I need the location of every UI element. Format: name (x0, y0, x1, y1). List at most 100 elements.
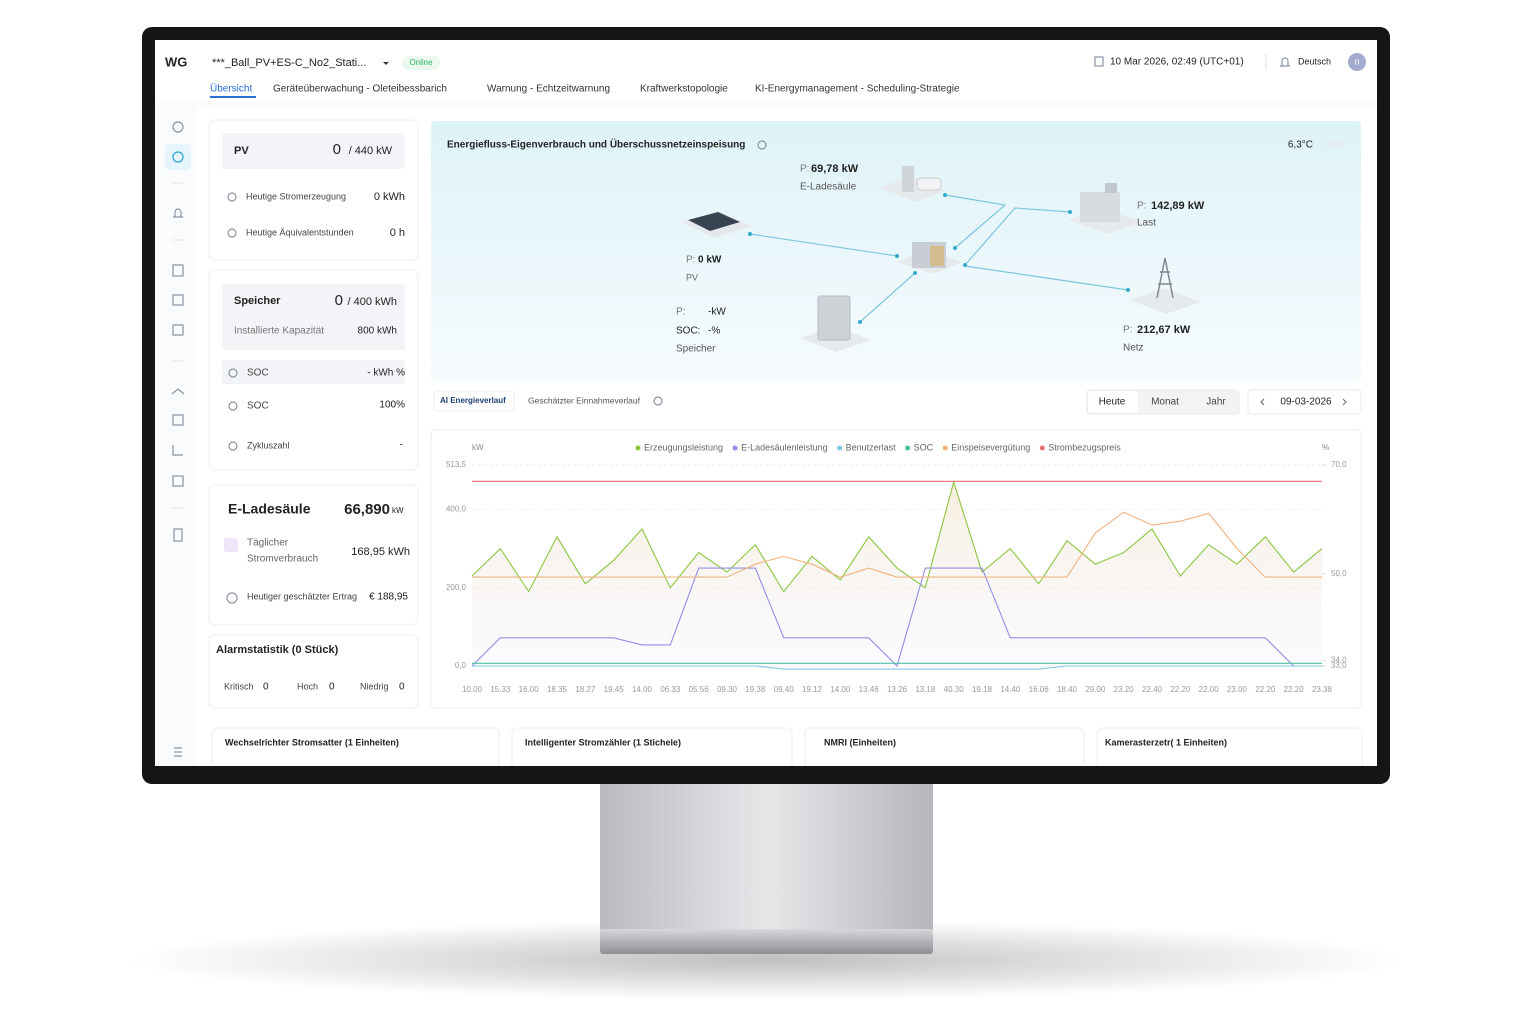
date-arrows[interactable] (1260, 398, 1347, 406)
revenue-label: Heutiger geschätzter Ertrag (247, 591, 357, 601)
x-tick-label: 29.00 (1085, 685, 1106, 694)
y-tick-label: 400,0 (446, 505, 467, 514)
sidebar-active (165, 144, 191, 170)
x-tick-label: 23.00 (1227, 685, 1248, 694)
chart-tab-active[interactable] (433, 390, 515, 412)
chart-tab[interactable]: Geschätzter Einnahmeverlauf (528, 395, 641, 405)
node-prefix: P: (686, 255, 695, 266)
pv-row-label: Heutige Äquivalentstunden (246, 227, 354, 237)
node-power: 69,78 kW (811, 163, 859, 175)
row-icon (228, 401, 238, 411)
row-icon (227, 192, 237, 202)
row-icon (226, 592, 238, 604)
storage-row-value: - (400, 440, 403, 451)
node-power: -kW (708, 307, 726, 318)
device-card[interactable] (804, 727, 1085, 788)
tab[interactable]: Geräteüberwachung - Oleteibessbarich (273, 84, 447, 95)
legend-label: E-Ladesäulenleistung (741, 442, 828, 452)
soc-row-bg (222, 360, 405, 384)
period-button[interactable]: Heute (1099, 397, 1126, 408)
legend-label: Strombezugspreis (1048, 442, 1121, 452)
node-power: 0 kW (698, 255, 722, 266)
sidebar-icons[interactable] (171, 121, 185, 757)
storage-value: 0 (335, 292, 343, 309)
node-power: 142,89 kW (1151, 200, 1205, 212)
tab[interactable]: Übersicht (210, 83, 252, 95)
device-card[interactable] (211, 727, 500, 788)
pv-title: PV (234, 145, 249, 157)
temperature: 6,3°C (1288, 140, 1313, 151)
charger-card (208, 484, 419, 626)
tab[interactable]: KI-Energymanagement - Scheduling-Strateg… (755, 84, 960, 95)
x-tick-label: 10.00 (462, 685, 483, 694)
period-button[interactable]: Monat (1151, 397, 1179, 408)
x-tick-label: 14.40 (1000, 685, 1021, 694)
legend-label: SOC (914, 442, 934, 452)
consumption-value: 168,95 kWh (351, 546, 410, 558)
y2-tick-label: 70,0 (1331, 460, 1347, 469)
consumption-label: Stromverbrauch (247, 554, 318, 565)
node-soc-prefix: SOC: (676, 326, 700, 337)
device-card[interactable] (1096, 727, 1363, 788)
language[interactable]: Deutsch (1298, 56, 1331, 66)
pv-row-label: Heutige Stromerzeugung (246, 191, 346, 201)
y-tick-label: 513,5 (446, 460, 467, 469)
x-tick-label: 23.38 (1312, 685, 1333, 694)
x-tick-label: 15.33 (490, 685, 511, 694)
storage-row-value: - kWh % (367, 368, 405, 379)
device-title: Wechselrichter Stromsatter (1 Einheiten) (225, 737, 399, 747)
storage-summary (222, 284, 405, 350)
status-badge (402, 56, 440, 70)
info-icon[interactable] (653, 396, 663, 406)
avatar-initial: n (1354, 56, 1359, 66)
x-tick-label: 18.35 (547, 685, 568, 694)
x-tick-label: 18.40 (1057, 685, 1078, 694)
charger-unit: kW (392, 506, 404, 515)
x-tick-label: 14.00 (830, 685, 851, 694)
y2-tick-label: 34,0 (1331, 656, 1347, 665)
node-label: Speicher (676, 344, 716, 355)
tab[interactable]: Warnung - Echtzeitwarnung (487, 84, 610, 95)
charger-title: E-Ladesäule (228, 501, 311, 517)
floor-shadow (126, 920, 1406, 1000)
station-select[interactable]: ***_Ball_PV+ES-C_No2_Stati... (212, 57, 366, 69)
storage-row-value: 100% (379, 400, 405, 411)
bell-icon[interactable] (1280, 57, 1290, 67)
x-tick-label: 16.06 (1029, 685, 1050, 694)
avatar[interactable] (1348, 53, 1366, 71)
tab[interactable]: Kraftwerkstopologie (640, 84, 728, 95)
flow-title: Energiefluss-Eigenverbrauch und Überschu… (447, 138, 745, 151)
device-card[interactable] (511, 727, 793, 788)
chart: 0,0 200,0 400,0 513,5 33,034,0 50,0 70,0 10.00 1… (446, 442, 1347, 694)
x-tick-label: 13.46 (859, 685, 880, 694)
alarm-value: 0 (329, 682, 335, 693)
series-area (472, 482, 1322, 666)
consumption-label: Täglicher (247, 538, 289, 549)
storage-title: Speicher (234, 295, 281, 307)
weather-icon (1325, 140, 1345, 148)
dropdown-caret (383, 62, 389, 65)
legend-label: Erzeugungsleistung (644, 442, 723, 452)
status: Online (409, 58, 433, 67)
x-tick-label: 16.00 (519, 685, 540, 694)
row-icon (228, 441, 238, 451)
node-label: Netz (1123, 343, 1144, 354)
logo: WG (165, 54, 187, 69)
period-button[interactable]: Jahr (1206, 397, 1226, 408)
alarm-value: 0 (399, 682, 405, 693)
sidebar-dividers (172, 182, 184, 509)
legend-marker (942, 445, 948, 451)
x-tick-label: 22.20 (1255, 685, 1276, 694)
device-title: Intelligenter Stromzähler (1 Stichele) (525, 737, 681, 747)
legend-label: Einspeisevergütung (951, 442, 1030, 452)
tab-underline (210, 96, 256, 98)
storage-row-label: SOC (247, 368, 269, 379)
x-tick-label: 18.27 (575, 685, 596, 694)
device-title: NMRI (Einheiten) (824, 737, 896, 747)
date-picker[interactable] (1247, 389, 1362, 415)
series-line (472, 665, 1322, 670)
chart-tab[interactable]: AI Energieverlauf (440, 396, 506, 405)
storage-row-label: SOC (247, 401, 269, 412)
info-icon[interactable] (757, 140, 767, 150)
